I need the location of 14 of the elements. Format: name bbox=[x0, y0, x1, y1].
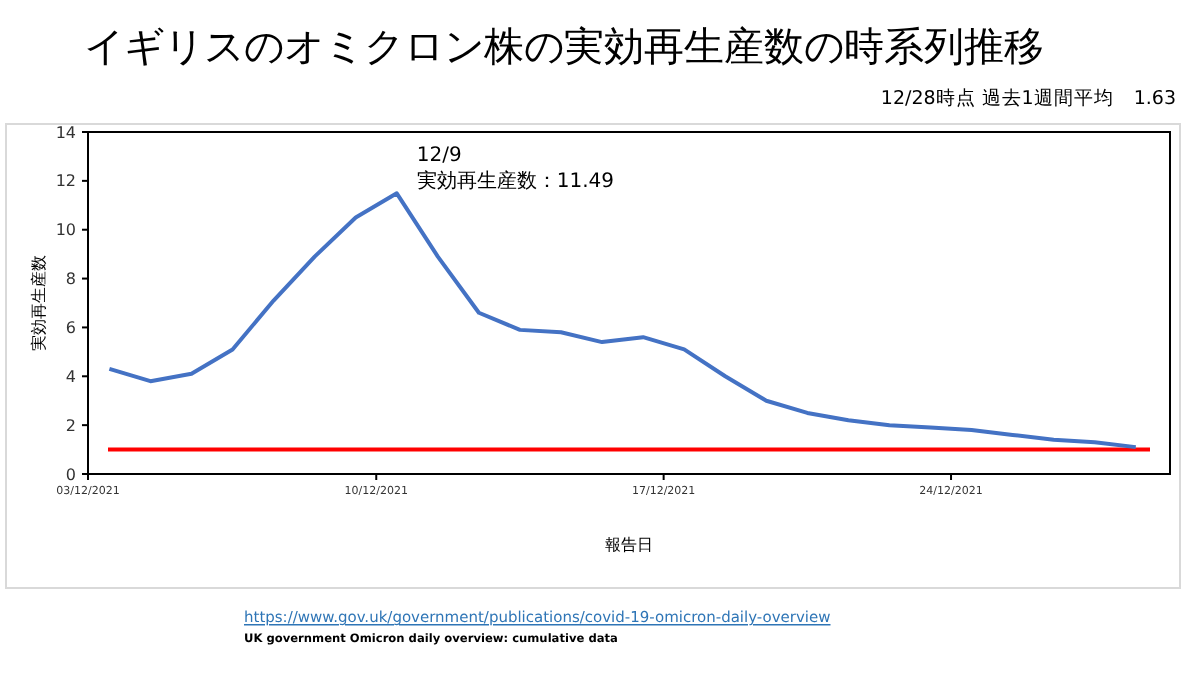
y-tick-label: 4 bbox=[65, 367, 76, 386]
y-axis-title: 実効再生産数 bbox=[30, 255, 48, 351]
y-tick-label: 6 bbox=[65, 319, 76, 338]
chart-subtitle: 12/28時点 過去1週間平均 1.63 bbox=[880, 86, 1176, 110]
y-tick-label: 2 bbox=[65, 416, 76, 435]
y-tick-label: 10 bbox=[55, 221, 76, 240]
y-tick-label: 14 bbox=[55, 123, 76, 142]
y-tick-label: 0 bbox=[65, 465, 76, 484]
annotation: 12/9 実効再生産数：11.49 bbox=[416, 145, 615, 194]
line-series bbox=[107, 191, 1138, 450]
y-tick-label: 12 bbox=[55, 172, 76, 191]
chart-title: イギリスのオミクロン株の実効再生産数の時系列推移 bbox=[84, 22, 1044, 70]
y-tick-label: 8 bbox=[65, 270, 76, 289]
x-axis-title: 報告日 bbox=[605, 536, 653, 554]
